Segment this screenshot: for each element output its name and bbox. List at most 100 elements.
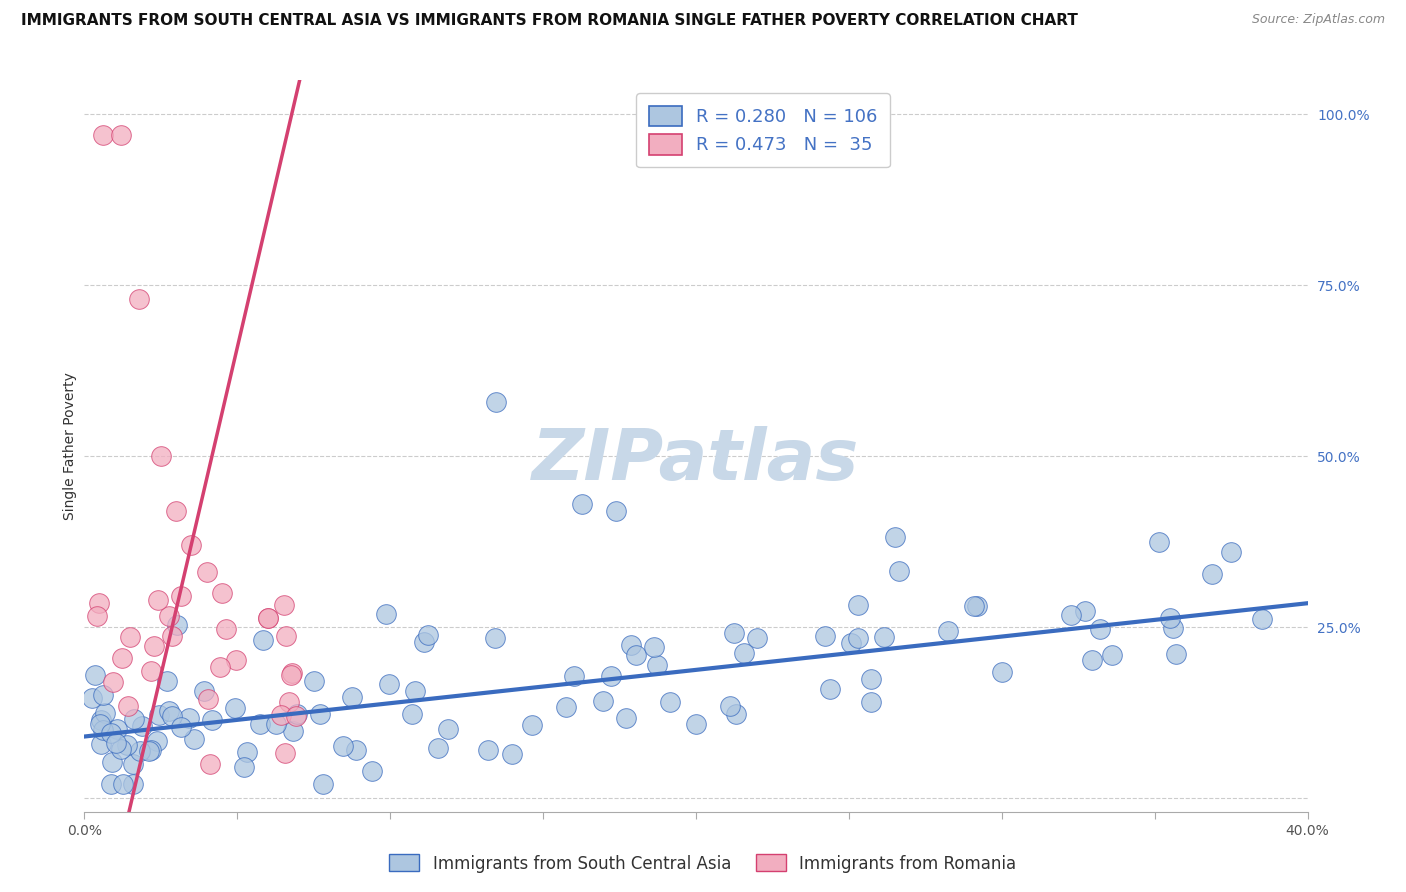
Point [332,739,354,753]
Legend: R = 0.280   N = 106, R = 0.473   N =  35: R = 0.280 N = 106, R = 0.473 N = 35 [637,93,890,167]
Point [117,698,139,713]
Point [818,681,841,696]
Point [157,608,180,623]
Point [374,607,396,621]
Point [278,695,301,709]
Point [883,530,905,544]
Point [155,673,177,688]
Point [404,684,426,698]
Point [1147,534,1170,549]
Point [139,665,162,679]
Point [80,691,103,706]
Point [93,688,115,702]
Point [138,744,160,758]
Point [105,723,128,737]
Text: IMMIGRANTS FROM SOUTH CENTRAL ASIA VS IMMIGRANTS FROM ROMANIA SINGLE FATHER POVE: IMMIGRANTS FROM SOUTH CENTRAL ASIA VS IM… [21,13,1078,29]
Point [859,694,882,708]
Point [100,726,122,740]
Point [142,640,165,654]
Point [859,672,882,686]
Point [183,731,205,746]
Point [157,704,180,718]
Point [1090,622,1112,636]
Point [647,657,669,672]
Point [1161,621,1184,635]
Point [846,631,869,645]
Point [280,667,302,681]
Point [718,699,741,714]
Point [94,706,117,721]
Point [1060,607,1083,622]
Point [193,684,215,698]
Point [91,723,114,738]
Point [285,709,308,723]
Point [197,691,219,706]
Point [122,712,145,726]
Point [962,599,984,613]
Point [274,746,297,760]
Point [626,648,648,662]
Point [302,673,325,688]
Point [129,744,152,758]
Point [105,736,128,750]
Point [264,716,287,731]
Point [131,719,153,733]
Point [141,743,163,757]
Point [170,720,193,734]
Point [887,564,910,578]
Point [484,631,506,645]
Point [225,653,247,667]
Point [1080,653,1102,667]
Point [111,650,134,665]
Point [89,717,111,731]
Point [1250,612,1272,626]
Point [285,707,308,722]
Point [160,709,183,723]
Point [723,626,745,640]
Point [659,695,682,709]
Point [1166,647,1188,661]
Point [378,677,401,691]
Point [118,630,141,644]
Point [103,674,125,689]
Point [814,629,837,643]
Y-axis label: Single Father Poverty: Single Father Poverty [63,372,77,520]
Point [200,756,222,771]
Point [195,566,218,580]
Point [100,777,122,791]
Point [620,638,643,652]
Point [249,717,271,731]
Point [418,628,440,642]
Point [90,713,112,727]
Point [605,504,627,518]
Point [485,394,508,409]
Point [1220,545,1243,559]
Point [280,665,302,680]
Point [83,667,105,681]
Point [215,622,238,636]
Point [257,611,280,625]
Point [312,777,335,791]
Point [179,711,201,725]
Point [938,624,960,638]
Text: ZIPatlas: ZIPatlas [533,426,859,495]
Point [87,596,110,610]
Point [121,757,143,772]
Point [427,741,450,756]
Point [846,598,869,612]
Point [724,707,747,722]
Point [165,504,187,518]
Point [340,690,363,704]
Point [111,777,134,791]
Point [592,694,614,708]
Point [733,646,755,660]
Point [101,756,124,770]
Point [966,599,988,613]
Point [91,128,114,142]
Point [276,629,298,643]
Text: Source: ZipAtlas.com: Source: ZipAtlas.com [1251,13,1385,27]
Point [555,700,578,714]
Point [170,589,193,603]
Point [643,640,665,655]
Legend: Immigrants from South Central Asia, Immigrants from Romania: Immigrants from South Central Asia, Immi… [382,847,1024,880]
